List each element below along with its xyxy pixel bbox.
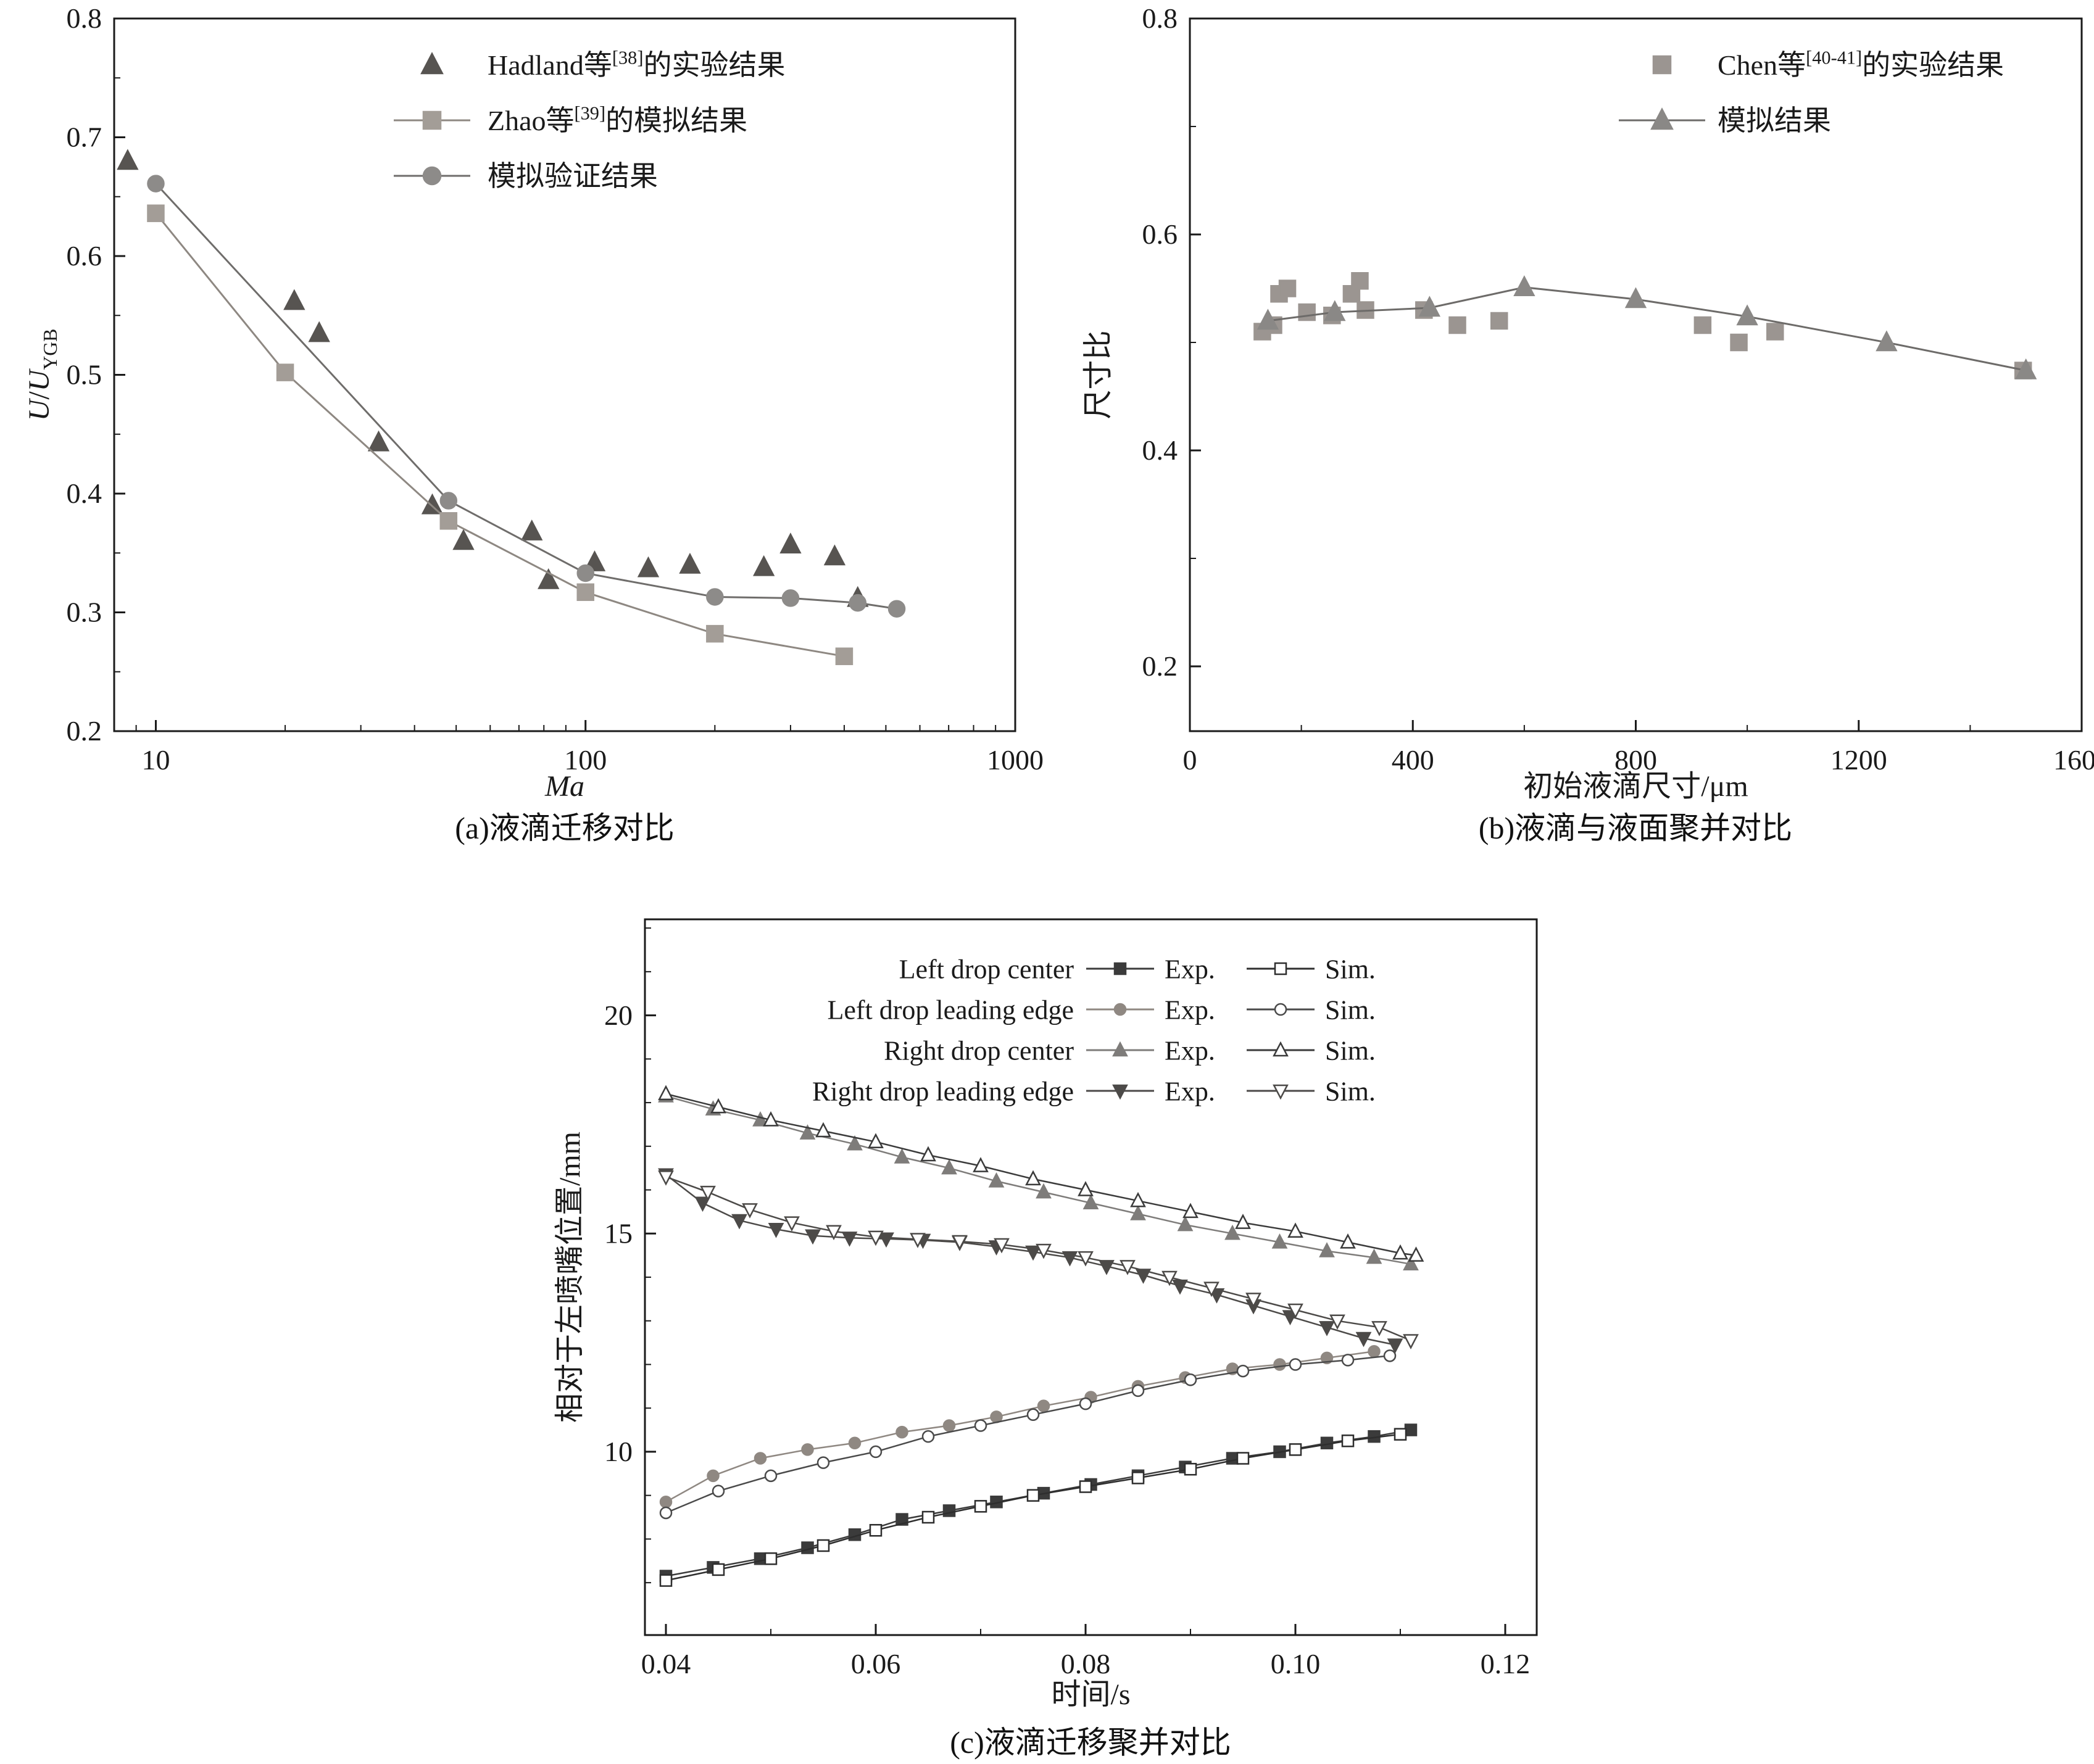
series-right-center-sim	[658, 1085, 1424, 1262]
svg-text:Sim.: Sim.	[1325, 954, 1376, 984]
series-right-edge-exp	[658, 1168, 1403, 1354]
svg-text:Sim.: Sim.	[1325, 1035, 1376, 1066]
svg-text:Right drop leading edge: Right drop leading edge	[812, 1076, 1074, 1106]
svg-text:20: 20	[604, 1000, 633, 1031]
series-left-edge-exp	[659, 1344, 1381, 1509]
series-right-edge-sim	[658, 1170, 1419, 1349]
plot-border	[644, 918, 1538, 1636]
x-axis-title: 初始液滴尺寸/μm	[1523, 770, 1748, 802]
svg-text:尺寸比: 尺寸比	[1082, 330, 1115, 419]
series-chen-exp	[1253, 272, 2032, 379]
svg-text:Exp.: Exp.	[1165, 995, 1215, 1025]
chart-c-panel: 0.04 0.06 0.08 0.10 0.12 10 15 20 时间/s 相对于左喷嘴位置/m…	[531, 895, 1580, 1764]
svg-text:Exp.: Exp.	[1165, 1035, 1215, 1066]
series-left-center-sim	[659, 1428, 1407, 1587]
svg-text:0: 0	[1183, 744, 1197, 776]
chart-a-panel: 10 100 1000 0.2 0.3 0.4 0.5 0.6 0.7 0.8 Ma U/UYGB Ha…	[0, 0, 1049, 876]
series-sim	[1257, 275, 2037, 379]
svg-text:Zhao等[39]的模拟结果: Zhao等[39]的模拟结果	[488, 103, 747, 136]
svg-text:0.6: 0.6	[1142, 218, 1178, 250]
svg-text:0.4: 0.4	[1142, 434, 1178, 466]
chart-c-canvas: 0.04 0.06 0.08 0.10 0.12 10 15 20 时间/s 相对于左喷嘴位置/m…	[531, 895, 1580, 1715]
svg-text:0.10: 0.10	[1271, 1648, 1321, 1679]
svg-text:Exp.: Exp.	[1165, 954, 1215, 984]
y-axis-title: U/UYGB	[23, 329, 61, 421]
svg-text:0.06: 0.06	[851, 1648, 901, 1679]
chart-b-caption: (b)液滴与液面聚并对比	[1478, 811, 1793, 845]
svg-text:800: 800	[1614, 744, 1657, 776]
series-verify-sim	[147, 175, 906, 618]
chart-c-caption: (c)液滴迁移聚并对比	[950, 1725, 1231, 1760]
svg-text:15: 15	[604, 1217, 633, 1249]
svg-text:Exp.: Exp.	[1165, 1076, 1215, 1106]
svg-text:10: 10	[141, 744, 170, 776]
svg-text:0.8: 0.8	[67, 2, 102, 34]
plot-border	[1189, 17, 2083, 732]
legend: Left drop center Exp. Sim. Left drop leadin…	[812, 954, 1376, 1106]
svg-text:0.3: 0.3	[67, 597, 102, 628]
svg-text:Hadland等[38]的实验结果: Hadland等[38]的实验结果	[488, 48, 785, 81]
svg-text:模拟验证结果: 模拟验证结果	[488, 160, 658, 192]
svg-text:400: 400	[1392, 744, 1434, 776]
svg-text:Left drop leading edge: Left drop leading edge	[827, 995, 1074, 1025]
svg-text:Left drop center: Left drop center	[899, 954, 1074, 984]
svg-text:0.04: 0.04	[641, 1648, 691, 1679]
svg-text:相对于左喷嘴位置/mm: 相对于左喷嘴位置/mm	[554, 1132, 586, 1423]
svg-text:0.6: 0.6	[67, 240, 102, 271]
svg-text:10: 10	[604, 1436, 633, 1467]
svg-text:Chen等[40-41]的实验结果: Chen等[40-41]的实验结果	[1718, 48, 2004, 81]
svg-text:U/UYGB: U/UYGB	[23, 329, 61, 421]
svg-text:模拟结果: 模拟结果	[1718, 105, 1831, 136]
y-axis-title: 相对于左喷嘴位置/mm	[554, 1132, 586, 1423]
svg-text:0.7: 0.7	[67, 122, 102, 153]
svg-text:0.12: 0.12	[1481, 1648, 1531, 1679]
chart-a-caption: (a)液滴迁移对比	[455, 811, 675, 845]
svg-text:0.5: 0.5	[67, 359, 102, 391]
svg-text:0.4: 0.4	[67, 478, 102, 509]
svg-text:0.2: 0.2	[1142, 650, 1178, 682]
x-axis-title: Ma	[544, 770, 584, 802]
svg-text:0.8: 0.8	[1142, 2, 1178, 34]
series-hadland-exp	[117, 149, 869, 607]
x-axis-title: 时间/s	[1051, 1678, 1130, 1711]
axes: 0.04 0.06 0.08 0.10 0.12 10 15 20	[604, 927, 1531, 1679]
svg-text:Right drop center: Right drop center	[884, 1035, 1074, 1066]
y-axis-title: 尺寸比	[1082, 330, 1115, 419]
svg-text:Sim.: Sim.	[1325, 1076, 1376, 1106]
chart-c-root: 0.04 0.06 0.08 0.10 0.12 10 15 20 时间/s 相对于左喷嘴位置/m…	[554, 918, 1538, 1711]
series-zhao-sim	[147, 204, 854, 665]
svg-text:0.2: 0.2	[67, 715, 102, 747]
svg-text:1200: 1200	[1830, 744, 1887, 776]
svg-text:Sim.: Sim.	[1325, 995, 1376, 1025]
axes: 10 100 1000 0.2 0.3 0.4 0.5 0.6 0.7 0.8	[67, 2, 1044, 776]
svg-text:0.08: 0.08	[1061, 1648, 1111, 1679]
chart-a-canvas: 10 100 1000 0.2 0.3 0.4 0.5 0.6 0.7 0.8 Ma U/UYGB Ha…	[0, 0, 1049, 802]
series-left-edge-sim	[659, 1349, 1397, 1520]
svg-text:100: 100	[564, 744, 607, 776]
svg-text:1000: 1000	[987, 744, 1044, 776]
chart-a-root: 10 100 1000 0.2 0.3 0.4 0.5 0.6 0.7 0.8 Ma U/UYGB Ha…	[23, 2, 1044, 802]
